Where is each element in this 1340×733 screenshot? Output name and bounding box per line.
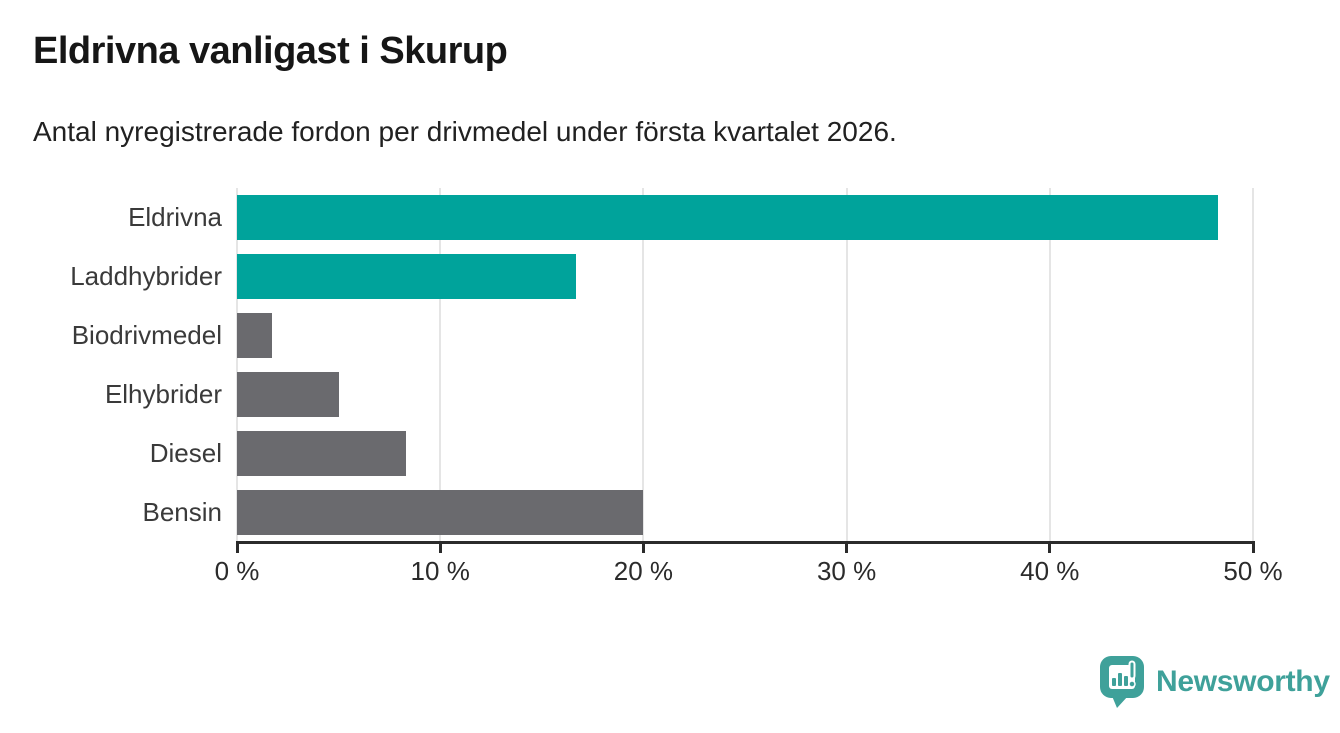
category-axis: Eldrivna Laddhybrider Biodrivmedel Elhybrid…	[0, 188, 222, 542]
category-label: Bensin	[142, 497, 223, 527]
chart-subtitle: Antal nyregistrerade fordon per drivmede…	[33, 116, 897, 147]
bar-laddhybrider	[237, 254, 577, 299]
category-label: Biodrivmedel	[71, 320, 222, 350]
x-tick-label: 10 %	[410, 556, 470, 586]
bar-biodrivmedel	[237, 313, 272, 358]
chart-title: Eldrivna vanligast i Skurup	[33, 30, 508, 72]
tick-mark	[845, 541, 849, 553]
tick-mark	[641, 541, 645, 553]
gridline	[642, 188, 645, 542]
tick-mark	[438, 541, 442, 553]
x-tick-label: 40 %	[1020, 556, 1080, 586]
gridline	[1252, 188, 1254, 542]
newsworthy-logo-text: Newsworthy	[1156, 665, 1330, 698]
tick-mark	[1251, 541, 1255, 553]
x-tick-label: 0 %	[214, 556, 260, 586]
bar-eldrivna	[237, 195, 1219, 240]
bar-row	[237, 188, 1253, 247]
newsworthy-logo-icon	[1100, 656, 1144, 708]
gridline	[1048, 188, 1051, 542]
tick-mark	[1048, 541, 1052, 553]
bar-bensin	[237, 490, 644, 535]
category-label: Elhybrider	[104, 379, 222, 409]
gridline	[439, 188, 442, 542]
bar-elhybrider	[237, 372, 339, 417]
x-tick-label: 20 %	[613, 556, 674, 586]
x-tick-label: 50 %	[1223, 556, 1283, 586]
category-label: Laddhybrider	[70, 261, 222, 291]
category-label: Eldrivna	[128, 202, 222, 232]
plot-area	[236, 188, 1254, 542]
bar-diesel	[237, 431, 406, 476]
category-label: Diesel	[149, 438, 222, 468]
gridline	[845, 188, 848, 542]
tick-mark	[235, 541, 239, 553]
tick-mark-layer	[235, 541, 1255, 553]
tick-label-layer: 0 % 10 % 20 % 30 % 40 % 50 %	[215, 556, 1283, 588]
bar-row	[237, 306, 1253, 365]
newsworthy-logo: Newsworthy	[1100, 656, 1330, 708]
gridline-layer	[236, 188, 1254, 542]
bar-row	[237, 483, 1253, 542]
bar-layer	[237, 188, 1253, 542]
gridline	[236, 188, 238, 542]
bar-row	[237, 247, 1253, 306]
x-axis-line	[236, 541, 1254, 544]
x-tick-label: 30 %	[816, 556, 877, 586]
bar-row	[237, 365, 1253, 424]
bar-row	[237, 424, 1253, 483]
